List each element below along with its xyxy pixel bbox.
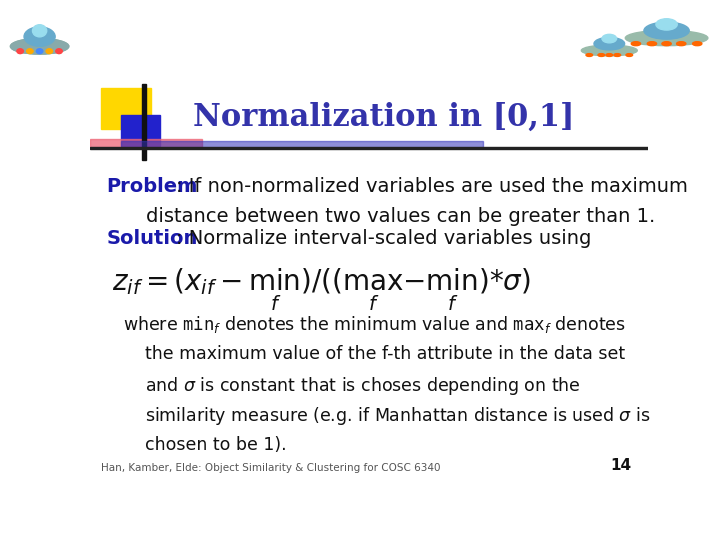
Circle shape	[614, 53, 621, 57]
Circle shape	[27, 49, 33, 53]
Ellipse shape	[11, 38, 69, 54]
Circle shape	[36, 49, 43, 53]
Circle shape	[677, 42, 686, 46]
Bar	[121, 141, 483, 148]
Ellipse shape	[581, 45, 637, 56]
Circle shape	[586, 53, 593, 57]
Text: chosen to be 1).: chosen to be 1).	[124, 436, 287, 454]
Circle shape	[626, 53, 633, 57]
Bar	[90, 139, 202, 148]
Ellipse shape	[24, 27, 55, 46]
Text: Problem: Problem	[107, 177, 198, 196]
Ellipse shape	[32, 25, 47, 37]
Bar	[101, 87, 151, 129]
Circle shape	[647, 42, 657, 46]
Text: and $\sigma$ is constant that is choses depending on the: and $\sigma$ is constant that is choses …	[124, 375, 581, 397]
Text: Normalization in [0,1]: Normalization in [0,1]	[193, 102, 575, 132]
Text: Han, Kamber, Elde: Object Similarity & Clustering for COSC 6340: Han, Kamber, Elde: Object Similarity & C…	[101, 463, 441, 473]
Text: 14: 14	[610, 458, 631, 473]
Bar	[90, 147, 648, 149]
Ellipse shape	[11, 38, 69, 54]
Bar	[142, 84, 145, 160]
Text: distance between two values can be greater than 1.: distance between two values can be great…	[145, 207, 655, 226]
Ellipse shape	[625, 30, 708, 46]
Circle shape	[56, 49, 63, 53]
Circle shape	[693, 42, 702, 46]
Circle shape	[662, 42, 671, 46]
Circle shape	[46, 49, 53, 53]
Text: where $\mathtt{min}_f$ denotes the minimum value and $\mathtt{max}_f$ denotes: where $\mathtt{min}_f$ denotes the minim…	[124, 314, 626, 335]
Text: : Normalize interval-scaled variables using: : Normalize interval-scaled variables us…	[176, 229, 592, 248]
Circle shape	[598, 53, 605, 57]
Text: Solution: Solution	[107, 229, 198, 248]
Bar	[121, 114, 160, 146]
Circle shape	[17, 49, 23, 53]
Ellipse shape	[656, 19, 678, 30]
Ellipse shape	[602, 35, 616, 43]
Ellipse shape	[594, 37, 625, 50]
Circle shape	[606, 53, 613, 57]
Text: similarity measure (e.g. if Manhattan distance is used $\sigma$ is: similarity measure (e.g. if Manhattan di…	[124, 406, 651, 427]
Ellipse shape	[644, 22, 689, 39]
Text: $z_{if}=(x_{if}-\min_f)/((\max_f-\min_f)*\sigma)$: $z_{if}=(x_{if}-\min_f)/((\max_f-\min_f)…	[112, 266, 531, 313]
Text: : If non-normalized variables are used the maximum: : If non-normalized variables are used t…	[176, 177, 688, 196]
Circle shape	[631, 42, 641, 46]
Text: the maximum value of the f-th attribute in the data set: the maximum value of the f-th attribute …	[124, 345, 626, 363]
